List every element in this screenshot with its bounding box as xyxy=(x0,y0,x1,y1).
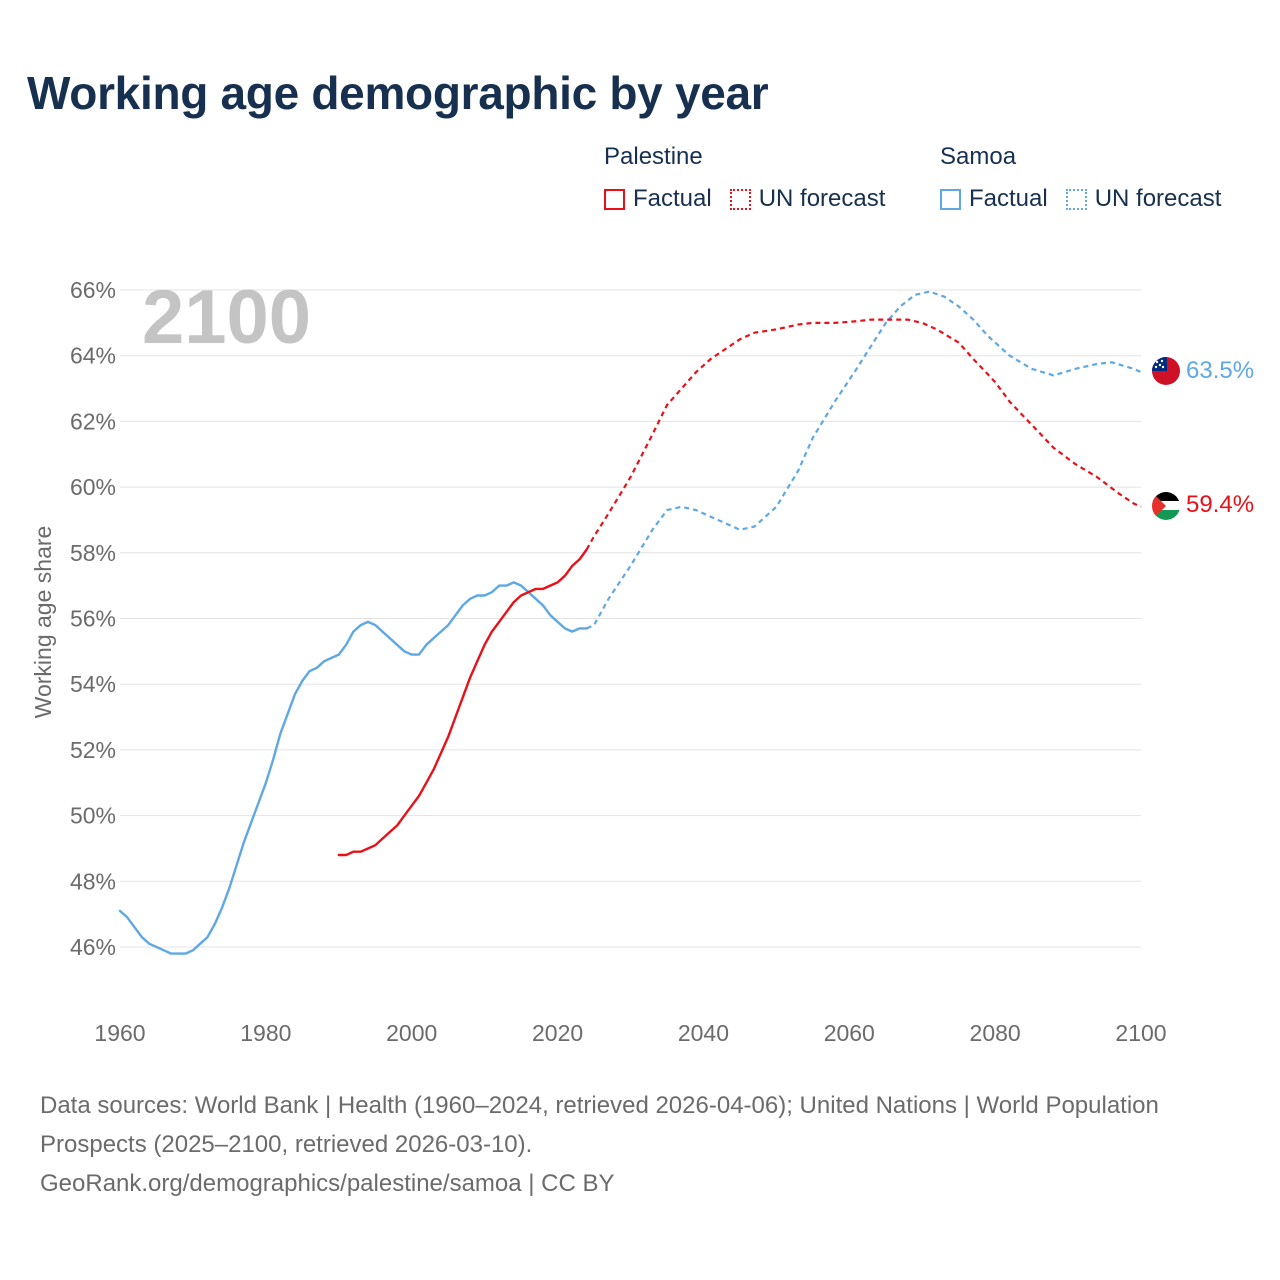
y-tick-label: 52% xyxy=(70,737,116,763)
grid-lines xyxy=(120,289,1141,948)
y-tick-label: 50% xyxy=(70,803,116,829)
legend-palestine-factual[interactable]: Factual xyxy=(604,185,712,213)
year-watermark: 2100 xyxy=(142,275,311,360)
x-tick-label: 2100 xyxy=(1115,1020,1166,1046)
legend-swatch-palestine-factual xyxy=(604,188,625,210)
legend-swatch-samoa-factual xyxy=(940,188,961,210)
y-tick-label: 56% xyxy=(70,606,116,632)
palestine-forecast-line xyxy=(585,318,1142,551)
y-axis-label: Working age share xyxy=(30,526,56,719)
y-tick-label: 62% xyxy=(70,408,116,434)
legend-samoa: Samoa Factual UN forecast xyxy=(940,143,1221,213)
y-tick-label: 60% xyxy=(70,474,116,500)
legend-label: UN forecast xyxy=(758,185,886,212)
x-tick-label: 2020 xyxy=(532,1020,583,1046)
legend-palestine: Palestine Factual UN forecast xyxy=(604,143,903,213)
footer: Data sources: World Bank | Health (1960–… xyxy=(40,1086,1240,1203)
legend-samoa-forecast[interactable]: UN forecast xyxy=(1065,185,1222,213)
x-tick-label: 2000 xyxy=(386,1020,437,1046)
credit-link[interactable]: GeoRank.org/demographics/palestine/samoa… xyxy=(40,1170,615,1197)
samoa-forecast-line xyxy=(586,290,1142,630)
line-chart: 46%48%50%52%54%56%58%60%62%64%66% 1960 19… xyxy=(30,275,1254,1046)
samoa-end-label: 63.5% xyxy=(1186,357,1254,384)
series-lines xyxy=(118,290,1142,955)
y-tick-label: 58% xyxy=(70,540,116,566)
x-tick-label: 2060 xyxy=(824,1020,875,1046)
legend-palestine-title: Palestine xyxy=(604,143,703,170)
chart-title: Working age demographic by year xyxy=(27,67,769,119)
x-tick-label: 1960 xyxy=(94,1020,145,1046)
y-tick-label: 64% xyxy=(70,343,116,369)
x-tick-label: 1980 xyxy=(240,1020,291,1046)
legend-label: Factual xyxy=(969,185,1048,212)
y-tick-label: 54% xyxy=(70,671,116,697)
palestine-end-label: 59.4% xyxy=(1186,491,1254,518)
samoa-flag-icon xyxy=(1152,357,1180,385)
x-tick-label: 2040 xyxy=(678,1020,729,1046)
palestine-flag-icon xyxy=(1152,492,1180,520)
legend-label: Factual xyxy=(633,185,712,212)
y-axis-ticks: 46% 48% 50% 52% 54% 56% 58% 60% 62% 64% 66% xyxy=(70,277,116,960)
y-tick-label: 66% xyxy=(70,277,116,303)
legend-palestine-forecast[interactable]: UN forecast xyxy=(729,185,886,213)
legend-samoa-factual[interactable]: Factual xyxy=(940,185,1048,213)
legend-samoa-title: Samoa xyxy=(940,143,1017,170)
y-tick-label: 46% xyxy=(70,934,116,960)
samoa-factual-line xyxy=(118,581,588,955)
legend-swatch-palestine-forecast xyxy=(729,188,751,210)
x-tick-label: 2080 xyxy=(970,1020,1021,1046)
palestine-factual-line xyxy=(337,548,588,857)
data-sources: Data sources: World Bank | Health (1960–… xyxy=(40,1092,1159,1158)
x-axis-ticks: 1960 1980 2000 2020 2040 2060 2080 2100 xyxy=(94,1020,1166,1046)
legend-label: UN forecast xyxy=(1094,185,1222,212)
y-tick-label: 48% xyxy=(70,868,116,894)
legend-swatch-samoa-forecast xyxy=(1065,188,1087,210)
